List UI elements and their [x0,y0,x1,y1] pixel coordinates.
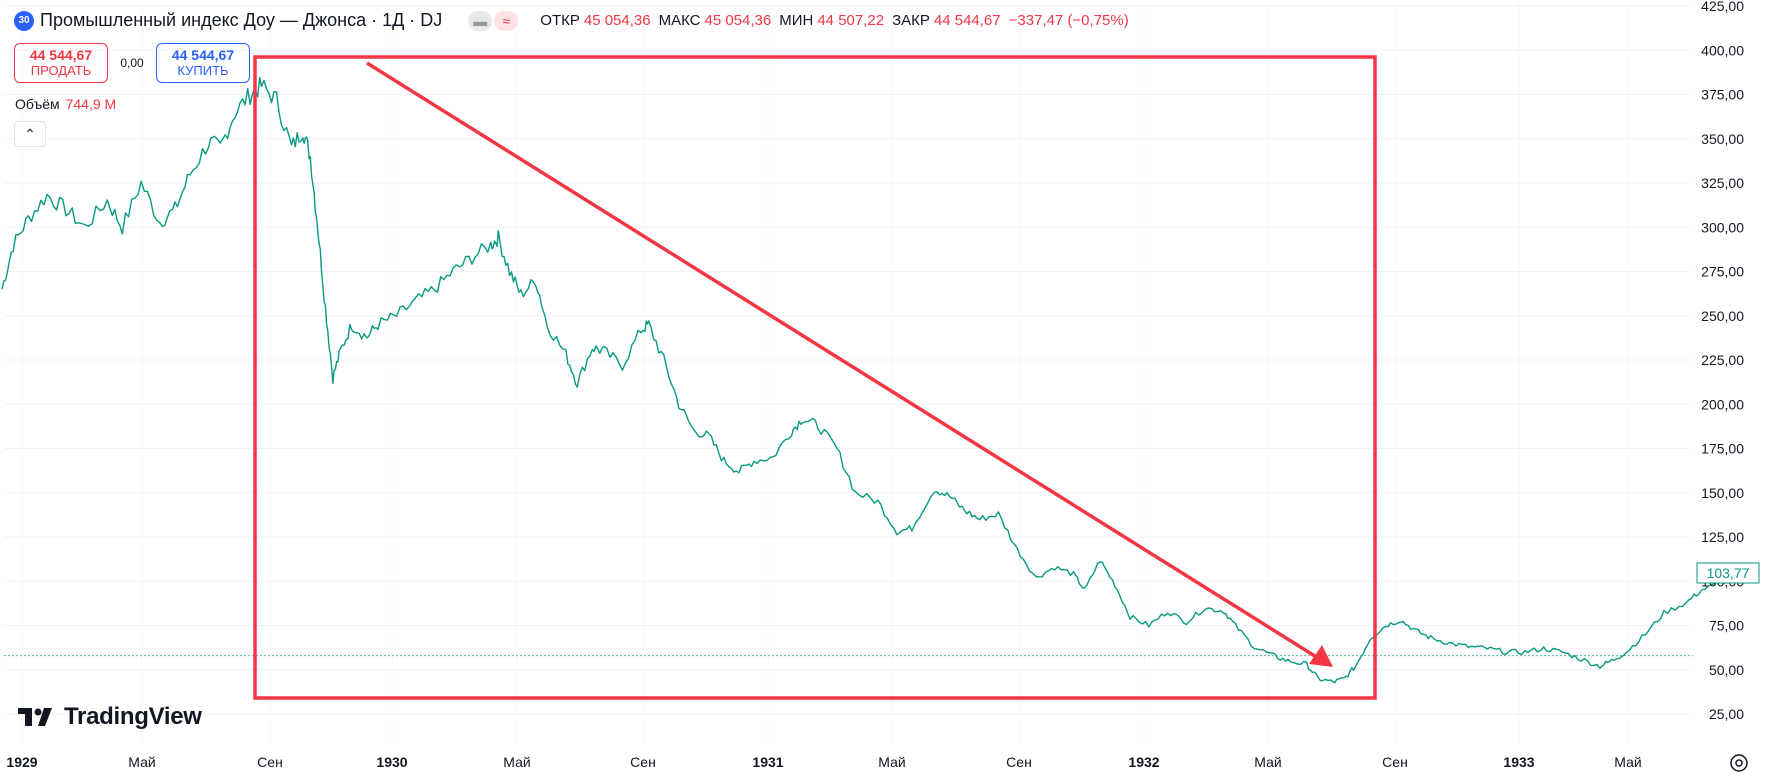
sell-price: 44 544,67 [29,47,93,63]
y-tick-label: 150,00 [1701,485,1744,501]
y-tick-label: 75,00 [1709,618,1744,634]
volume-label: Объём [15,96,60,112]
price-series [1,76,1740,684]
buy-price: 44 544,67 [171,47,235,63]
sell-label: ПРОДАТЬ [30,63,92,78]
annotation-rectangle [253,55,1377,700]
tradingview-logo[interactable]: TradingView [18,703,202,731]
y-tick-label: 275,00 [1701,264,1744,280]
y-tick-label: 125,00 [1701,529,1744,545]
chart-grid [4,0,1690,745]
x-tick-label: Май [128,754,155,770]
y-tick-label: 225,00 [1701,352,1744,368]
x-tick-label: Май [1614,754,1641,770]
high-label: МАКС [658,12,701,29]
annotation-arrow-head [1309,645,1333,667]
trade-panel: 44 544,67 ПРОДАТЬ 0,00 44 544,67 КУПИТЬ [14,43,250,83]
buy-label: КУПИТЬ [177,63,229,78]
last-price-value: 103,77 [1707,565,1750,581]
y-tick-label: 350,00 [1701,131,1744,147]
open-label: ОТКР [540,12,580,29]
price-series-line [1,76,1740,684]
logo-text: TradingView [64,703,202,730]
compare-wave-icon[interactable]: ≈ [494,10,519,31]
x-tick-label: Сен [630,754,656,770]
x-tick-label: Май [878,754,905,770]
y-tick-label: 25,00 [1709,706,1744,722]
last-price-label: 103,77 [1696,562,1760,584]
low-label: МИН [779,12,814,29]
y-tick-label: 300,00 [1701,219,1744,235]
spread-value: 0,00 [120,56,144,70]
symbol-title[interactable]: Промышленный индекс Доу — Джонса · 1Д · … [40,10,443,30]
close-label: ЗАКР [892,12,930,29]
open-value: 45 054,36 [583,12,651,29]
symbol-badge[interactable]: 30 [14,10,34,31]
annotation-arrow-line [366,61,1319,660]
change-value: −337,47 (−0,75%) [1008,12,1129,29]
x-tick-label: 1932 [1128,754,1159,770]
x-tick-label: 1930 [376,754,407,770]
settings-gear-icon[interactable] [1730,754,1748,772]
time-axis: 1929 Май Сен 1930 Май Сен 1931 Май Сен 1932 Май Сен… [6,754,1641,770]
y-tick-label: 400,00 [1701,42,1744,58]
x-tick-label: 1929 [6,754,37,770]
y-tick-label: 250,00 [1701,308,1744,324]
collapse-chevron-up-icon[interactable]: ⌃ [14,121,46,147]
x-tick-label: 1933 [1503,754,1534,770]
high-value: 45 054,36 [704,12,772,29]
minus-icon[interactable]: ▬ [468,10,493,31]
volume-value: 744,9 M [65,96,117,112]
buy-button[interactable]: 44 544,67 КУПИТЬ [156,43,250,83]
x-tick-label: Май [503,754,530,770]
low-value: 44 507,22 [817,12,885,29]
x-tick-label: Май [1254,754,1281,770]
ohlc-readout: ОТКР 45 054,36 МАКС 45 054,36 МИН 44 507… [540,12,1132,29]
tradingview-logo-icon [18,708,52,726]
y-tick-label: 325,00 [1701,175,1744,191]
y-tick-label: 375,00 [1701,87,1744,103]
volume-legend[interactable]: Объём 744,9 M [15,96,116,112]
chart-header: 30 Промышленный индекс Доу — Джонса · 1Д… [14,10,1133,31]
close-value: 44 544,67 [933,12,1001,29]
x-tick-label: Сен [1006,754,1032,770]
y-tick-label: 50,00 [1709,662,1744,678]
y-tick-label: 425,00 [1701,0,1744,14]
sell-button[interactable]: 44 544,67 ПРОДАТЬ [14,43,108,83]
y-tick-label: 175,00 [1701,441,1744,457]
x-tick-label: 1931 [752,754,783,770]
y-tick-label: 200,00 [1701,396,1744,412]
price-axis: 425,00 400,00 375,00 350,00 325,00 300,00 275,… [1701,0,1744,722]
x-tick-label: Сен [1382,754,1408,770]
x-tick-label: Сен [257,754,283,770]
